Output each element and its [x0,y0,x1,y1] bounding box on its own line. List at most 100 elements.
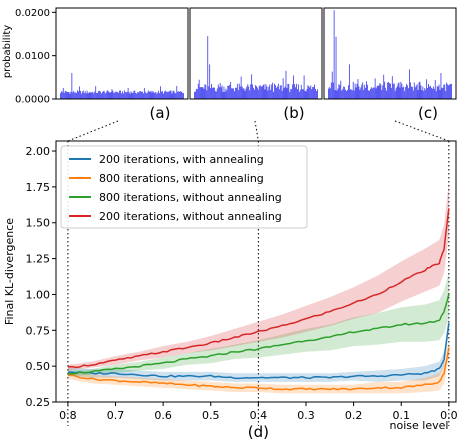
histogram-bar [93,93,95,99]
histogram-bar [92,91,94,99]
histogram-bar [369,88,371,99]
y-tick-label: 2.00 [26,145,51,158]
histogram-bar [260,86,262,99]
histogram-bars [194,36,318,99]
histogram-bar [398,82,400,99]
histogram-bar [143,87,145,99]
histogram-bar [173,90,175,99]
y-tick-label: 0.50 [26,360,51,373]
histogram-bar [414,87,416,99]
series-band [67,337,449,394]
histogram-bar [253,87,254,99]
histogram-bar [102,91,104,99]
histogram-bar [280,85,282,99]
histogram-bar [220,87,222,99]
histogram-bar [410,82,411,99]
histogram-bar [159,93,161,99]
histogram-bar [359,89,361,99]
histogram-bar [267,90,269,99]
histogram-bar [393,83,395,99]
histogram-bar [344,87,346,99]
histogram-bar [316,90,317,99]
histogram-bar [130,91,132,99]
histogram-bar [254,89,255,99]
panel-label: (a) [150,104,171,122]
histogram-bar [365,87,367,99]
histogram-bar [145,93,147,99]
histogram-bar [129,93,131,99]
histogram-bar [144,91,146,99]
histogram-bar [387,82,388,99]
histogram-bar [368,90,369,99]
histogram-bar [202,87,204,99]
panel-frame [55,140,457,403]
histogram-bar [285,70,287,99]
histogram-bar [160,86,161,99]
histogram-bar [106,90,108,99]
histogram-bar [214,87,215,99]
histogram-bar [225,88,227,99]
histogram-bar [369,90,370,99]
series-line [67,208,450,369]
histogram-bar [216,88,218,99]
histogram-bar [390,87,392,99]
histogram-bar [233,88,234,99]
histogram-bar [377,85,379,99]
histogram-bar [230,81,232,99]
histogram-bar [82,90,84,99]
histogram-bar [105,92,107,99]
histogram-bar [240,76,242,99]
histogram-bar [177,91,179,99]
histogram-bar [291,89,293,99]
y-tick-label: 0.0000 [15,95,50,106]
histogram-bar [235,87,237,99]
histogram-bar [181,91,182,99]
histogram-bar [417,90,419,99]
histogram-bar [214,91,216,99]
histogram-bar [153,92,155,99]
histogram-bar [115,91,117,99]
histogram-bar [334,90,336,99]
histogram-bar [283,88,285,99]
histogram-bar [236,83,238,99]
histogram-bar [314,84,315,99]
histogram-bar [222,91,224,99]
histogram-bar [299,89,301,99]
histogram-bar [450,83,451,99]
histogram-bar [375,88,377,99]
legend-entry: 200 iterations, without annealing [99,210,282,223]
histogram-bar [342,89,344,99]
histogram-bar [297,84,299,99]
histogram-bar [131,92,133,99]
histogram-bar [304,90,306,99]
histogram-bar [125,92,127,99]
histogram-bar [421,90,423,99]
histogram-bar [297,89,298,99]
histogram-bar [433,88,435,99]
histogram-bar [64,90,66,99]
histogram-bar [361,84,363,99]
histogram-bar [353,90,355,99]
legend-entry: 800 iterations, without annealing [99,191,282,204]
histogram-bar [437,86,439,99]
histogram-bar [127,87,129,99]
histogram-bar [217,84,219,99]
histogram-bar [356,84,358,99]
y-tick-label: 0.0200 [15,8,50,19]
histogram-bar [378,85,380,99]
histogram-bar [138,92,140,99]
histogram-bar [347,89,348,99]
histogram-bar [300,84,302,99]
histogram-bar [266,86,268,99]
y-tick-label: 1.75 [26,181,51,194]
histogram-bar [224,91,226,99]
histogram-bar [272,82,274,99]
histogram-bar [395,88,397,99]
x-tick-label: 0.8 [59,409,77,422]
histogram-bar [136,93,138,99]
x-tick-label: 0.6 [154,409,172,422]
histogram-bar [229,85,231,99]
histogram-bar [98,91,99,99]
